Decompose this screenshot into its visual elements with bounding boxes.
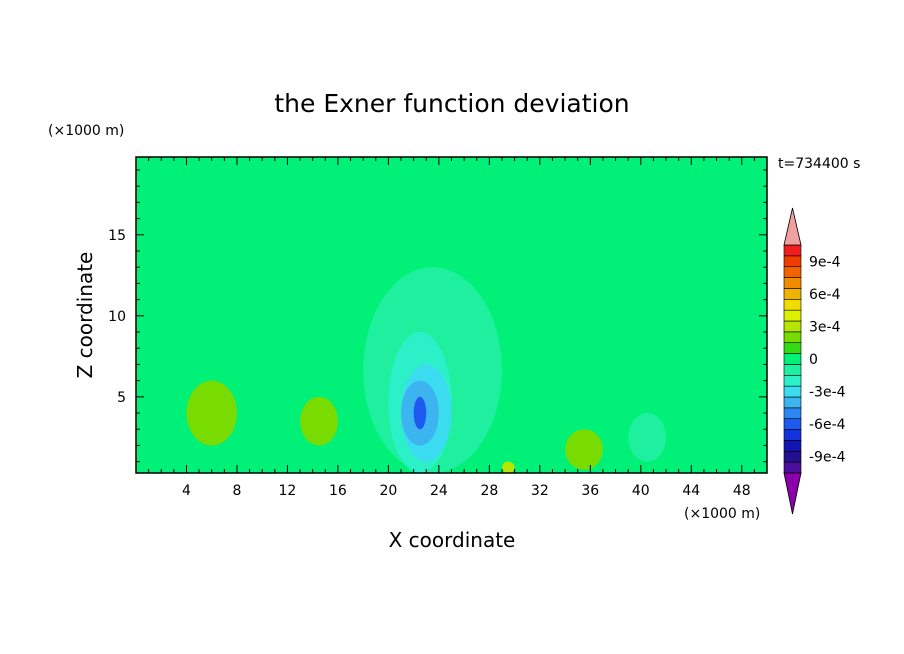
y-unit-label: (×1000 m) <box>48 123 124 139</box>
x-tick-label: 20 <box>379 483 397 499</box>
x-tick-label: 36 <box>581 483 599 499</box>
colorbar-swatch <box>783 440 802 452</box>
contour-region-0 <box>199 202 351 446</box>
colorbar-swatch <box>783 396 802 409</box>
contour-region-1 <box>501 218 603 397</box>
contour-region-5 <box>501 461 515 473</box>
x-tick-label: 44 <box>682 483 700 499</box>
x-tick-label: 40 <box>632 483 650 499</box>
colorbar-underflow-arrow <box>783 472 802 515</box>
x-tick-label: 28 <box>480 483 498 499</box>
colorbar-swatch <box>783 342 802 354</box>
colorbar-tick-label: 3e-4 <box>809 319 841 335</box>
x-tick-label: 8 <box>232 483 241 499</box>
colorbar-tick-label: 9e-4 <box>809 254 841 270</box>
colorbar-swatch <box>783 450 802 463</box>
contour-region-10 <box>413 396 427 430</box>
colorbar-swatch <box>783 266 802 278</box>
colorbar-swatch <box>783 385 802 398</box>
contour-region-2 <box>186 380 237 446</box>
contour-regions <box>186 202 667 473</box>
colorbar-swatch <box>783 255 802 268</box>
x-tick-label: 48 <box>733 483 751 499</box>
x-axis-ticks: 4 8 12 16 20 24 28 32 36 40 44 48 <box>148 157 755 499</box>
y-axis-ticks: 5 10 15 <box>108 169 767 463</box>
colorbar-tick-label: 0 <box>809 352 818 368</box>
colorbar-swatch <box>783 277 802 289</box>
contour-region-4 <box>565 429 603 470</box>
x-unit-label: (×1000 m) <box>684 506 760 522</box>
time-label: t=734400 s <box>778 156 860 172</box>
x-tick-label: 32 <box>531 483 549 499</box>
colorbar-swatch <box>783 244 802 257</box>
chart-title: the Exner function deviation <box>274 89 629 118</box>
colorbar-tick-label: -9e-4 <box>809 450 846 466</box>
contour-region-3 <box>300 396 338 446</box>
y-tick-label: 15 <box>108 228 126 244</box>
y-tick-label: 10 <box>108 309 126 325</box>
x-tick-label: 4 <box>182 483 191 499</box>
colorbar-tick-label: -3e-4 <box>809 385 846 401</box>
colorbar-swatch <box>783 309 802 322</box>
y-tick-label: 5 <box>117 390 126 406</box>
y-axis-title: Z coordinate <box>73 252 97 379</box>
x-tick-label: 12 <box>279 483 297 499</box>
x-axis-title: X coordinate <box>389 528 516 552</box>
colorbar-swatch <box>783 407 802 420</box>
colorbar-swatch <box>783 461 802 474</box>
contour-region-11 <box>628 413 667 462</box>
x-tick-label: 24 <box>430 483 448 499</box>
colorbar-swatch <box>783 298 802 311</box>
colorbar-tick-label: -6e-4 <box>809 417 846 433</box>
colorbar-swatch <box>783 429 802 441</box>
colorbar-swatch <box>783 364 802 376</box>
colorbar-swatch <box>783 353 802 365</box>
colorbar-swatch <box>783 331 802 344</box>
colorbar: 9e-4 6e-4 3e-4 0 -3e-4 -6e-4 -9e-4 <box>783 207 846 515</box>
colorbar-swatch <box>783 320 802 333</box>
colorbar-swatch <box>783 288 802 300</box>
colorbar-overflow-arrow <box>783 207 802 246</box>
colorbar-tick-label: 6e-4 <box>809 287 841 303</box>
colorbar-swatch <box>783 374 802 387</box>
colorbar-swatch <box>783 418 802 430</box>
x-tick-label: 16 <box>329 483 347 499</box>
